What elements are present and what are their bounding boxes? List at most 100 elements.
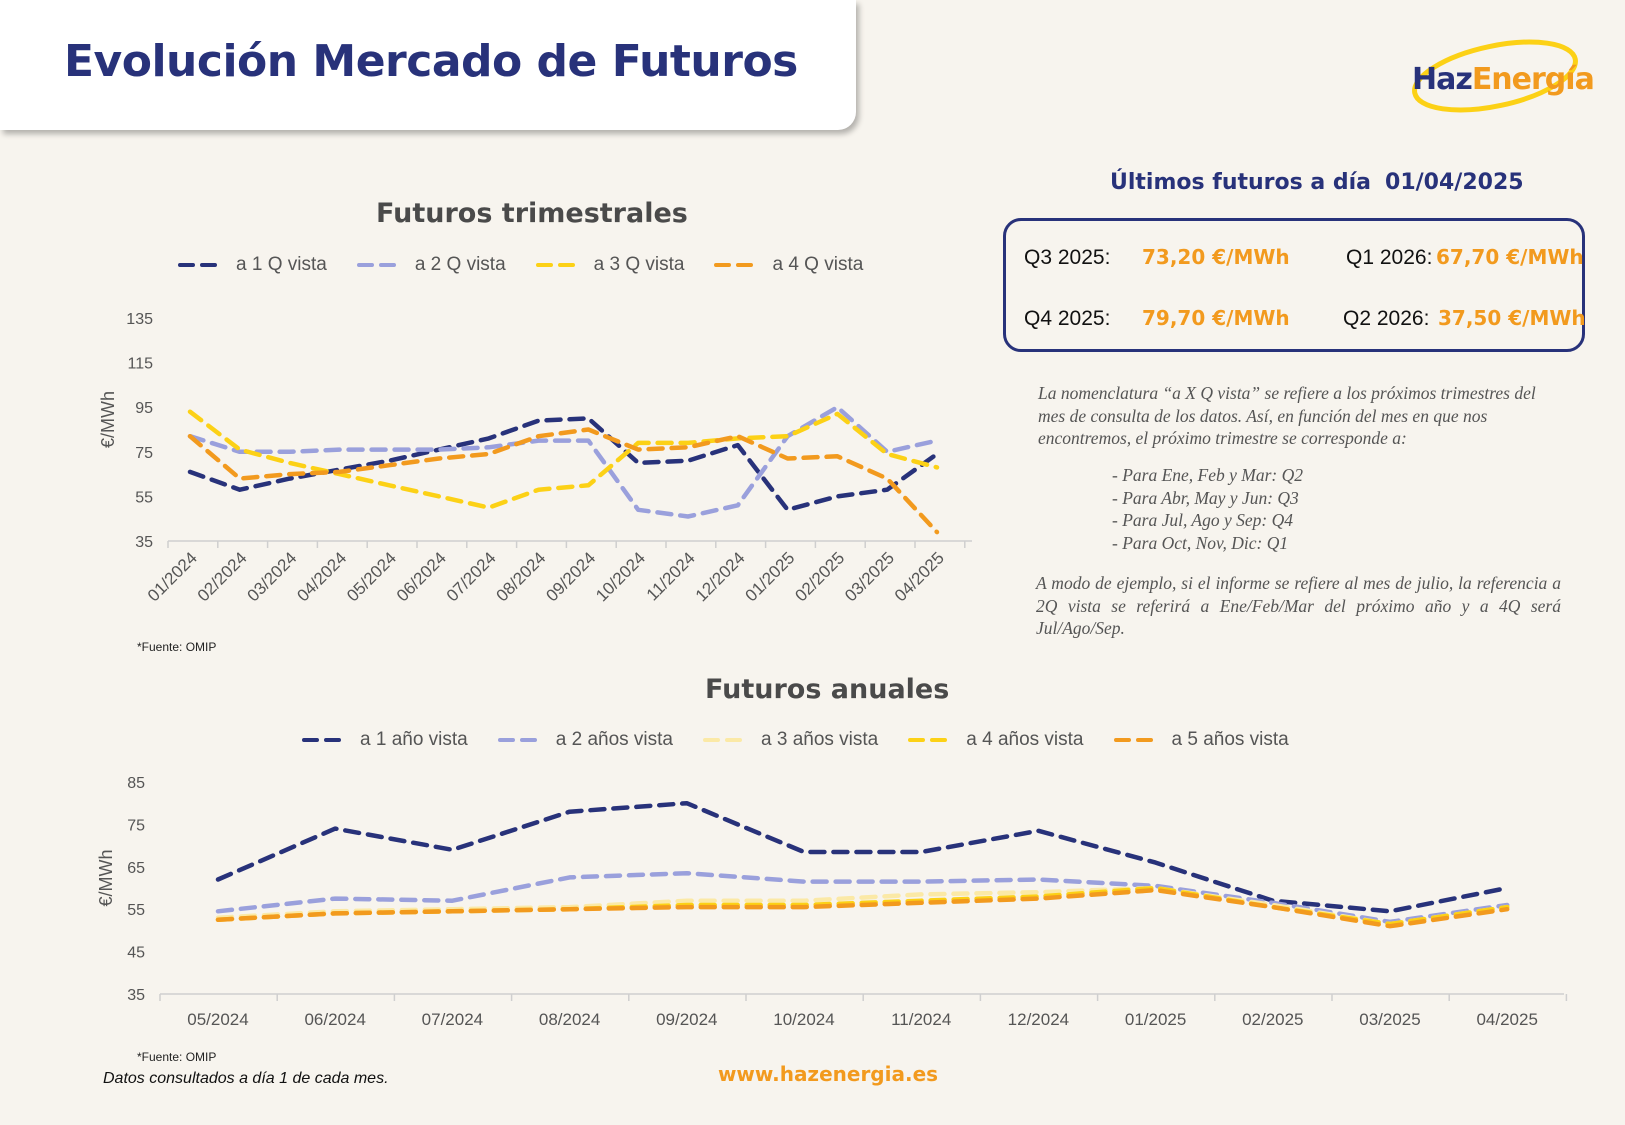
annual-y-tick-label: 35 <box>127 987 145 1004</box>
example-note: A modo de ejemplo, si el informe se refi… <box>1036 573 1561 638</box>
annual-series-a-1-ano-vista <box>215 800 1510 914</box>
quarterly-legend-label: a 2 Q vista <box>414 254 506 275</box>
annual-x-tick-label: 02/2025 <box>1242 1010 1303 1029</box>
annual-legend-swatch <box>302 738 350 742</box>
quarterly-y-axis-label: €/MWh <box>98 391 118 448</box>
quarterly-series-a-2-q-vista <box>187 404 940 519</box>
quarterly-legend-swatch <box>535 263 584 267</box>
q1-2026-value: 67,70 €/MWh <box>1436 245 1584 269</box>
annual-x-tick-label: 07/2024 <box>422 1010 483 1029</box>
quarterly-y-tick-label: 55 <box>135 489 153 506</box>
latest-futures-title: Últimos futuros a día 01/04/2025 <box>1110 170 1524 195</box>
quarterly-y-tick-label: 95 <box>135 400 153 417</box>
annual-legend-label: a 1 año vista <box>360 729 468 750</box>
quarterly-x-tick-label: 04/2025 <box>891 548 948 605</box>
quarterly-series-a-4-q-vista <box>187 427 940 535</box>
quarterly-legend-a-1-q-vista: a 1 Q vista <box>178 254 327 276</box>
footer-note: Datos consultados a día 1 de cada mes. <box>103 1070 389 1087</box>
logo-text-energia: Energía <box>1471 62 1595 97</box>
title-card: Evolución Mercado de Futuros <box>0 0 856 130</box>
annual-x-tick-label: 05/2024 <box>187 1010 248 1029</box>
annual-x-tick-label: 06/2024 <box>304 1010 365 1029</box>
quarterly-legend-label: a 1 Q vista <box>236 254 327 275</box>
quarterly-chart-title: Futuros trimestrales <box>376 198 688 229</box>
bullet-item: - Para Oct, Nov, Dic: Q1 <box>1112 532 1289 553</box>
quarterly-y-tick-label: 115 <box>127 356 153 373</box>
annual-y-tick-label: 65 <box>127 860 145 877</box>
quarterly-source-label: *Fuente: OMIP <box>137 640 217 654</box>
quarterly-legend-swatch <box>178 263 226 267</box>
quarterly-x-tick-label: 02/2024 <box>194 548 251 605</box>
quarterly-x-tick-label: 07/2024 <box>443 548 500 605</box>
q1-2026-label: Q1 2026: <box>1346 246 1433 269</box>
page-title: Evolución Mercado de Futuros <box>64 36 798 87</box>
bullet-item: - Para Jul, Ago y Sep: Q4 <box>1112 510 1293 530</box>
annual-x-tick-label: 12/2024 <box>1008 1010 1069 1029</box>
quarterly-legend-label: a 3 Q vista <box>593 254 685 275</box>
quarter-bullet-list: - Para Ene, Feb y Mar: Q2 - Para Abr, Ma… <box>1112 464 1303 554</box>
brand-logo: HazEnergía <box>1400 36 1595 122</box>
annual-legend-label: a 2 años vista <box>555 729 673 750</box>
quarterly-x-tick-label: 03/2024 <box>244 548 301 605</box>
annual-legend-a-2-anos-vista: a 2 años vista <box>497 729 673 751</box>
annual-legend-a-3-anos-vista: a 3 años vista <box>703 729 878 751</box>
annual-legend-swatch <box>497 738 546 742</box>
logo-text-haz: Haz <box>1412 62 1473 97</box>
annual-legend-a-4-anos-vista: a 4 años vista <box>908 729 1084 751</box>
annual-y-tick-label: 55 <box>127 902 145 919</box>
annual-legend-label: a 4 años vista <box>966 729 1084 750</box>
quarterly-y-tick-label: 135 <box>126 311 153 328</box>
annual-legend-label: a 3 años vista <box>761 729 879 750</box>
website-link[interactable]: www.hazenergia.es <box>717 1062 939 1086</box>
quarterly-x-tick-label: 05/2024 <box>343 548 400 605</box>
annual-x-tick-label: 10/2024 <box>773 1010 834 1029</box>
quarterly-x-tick-label: 02/2025 <box>791 548 848 605</box>
quarterly-x-tick-label: 09/2024 <box>542 548 599 605</box>
q4-2025-value: 79,70 €/MWh <box>1142 306 1290 330</box>
quarterly-x-tick-label: 08/2024 <box>493 548 550 605</box>
quarterly-legend-a-4-q-vista: a 4 Q vista <box>714 254 863 276</box>
quarterly-series-a-3-q-vista <box>187 409 940 510</box>
annual-legend-swatch <box>703 738 751 742</box>
quarterly-legend-swatch <box>714 263 763 267</box>
latest-futures-label: Últimos futuros a día <box>1110 170 1372 195</box>
quarterly-x-tick-label: 04/2024 <box>293 548 350 605</box>
annual-legend-a-1-ano-vista: a 1 año vista <box>302 729 468 751</box>
annual-legend: a 1 año vista a 2 años vista a 3 años vist… <box>302 729 1319 751</box>
quarterly-x-tick-label: 01/2025 <box>742 548 799 605</box>
annual-legend-label: a 5 años vista <box>1171 729 1289 750</box>
annual-x-tick-label: 01/2025 <box>1125 1010 1186 1029</box>
quarterly-legend-swatch <box>356 263 405 267</box>
latest-futures-date: 01/04/2025 <box>1385 170 1524 195</box>
annual-legend-a-5-anos-vista: a 5 años vista <box>1113 729 1289 751</box>
quarterly-legend: a 1 Q vista a 2 Q vista a 3 Q vista a 4 Q v… <box>178 254 893 276</box>
latest-futures-box: Q3 2025: 73,20 €/MWh Q1 2026: 67,70 €/MW… <box>1003 218 1586 352</box>
quarterly-x-tick-label: 06/2024 <box>393 548 450 605</box>
annual-y-tick-label: 85 <box>127 775 145 792</box>
annual-chart-title: Futuros anuales <box>705 674 950 705</box>
annual-x-tick-label: 08/2024 <box>539 1010 600 1029</box>
annual-legend-swatch <box>1113 738 1162 742</box>
nomenclature-note: La nomenclatura “a X Q vista” se refiere… <box>1038 383 1536 448</box>
quarterly-y-tick-label: 75 <box>135 445 153 462</box>
annual-x-tick-label: 03/2025 <box>1359 1010 1420 1029</box>
quarterly-legend-a-3-q-vista: a 3 Q vista <box>535 254 685 276</box>
quarterly-legend-label: a 4 Q vista <box>772 254 864 275</box>
bullet-item: - Para Ene, Feb y Mar: Q2 <box>1112 465 1303 485</box>
annual-y-tick-label: 45 <box>127 945 145 962</box>
quarterly-y-tick-label: 35 <box>135 534 153 551</box>
quarterly-x-tick-label: 01/2024 <box>144 548 201 605</box>
q3-2025-value: 73,20 €/MWh <box>1142 245 1290 269</box>
annual-y-tick-label: 75 <box>127 817 145 834</box>
q2-2026-value: 37,50 €/MWh <box>1438 306 1586 330</box>
quarterly-x-tick-label: 11/2024 <box>643 548 699 604</box>
annual-x-tick-label: 11/2024 <box>891 1010 951 1029</box>
annual-y-axis-label: €/MWh <box>96 849 116 906</box>
q4-2025-label: Q4 2025: <box>1024 307 1111 330</box>
q2-2026-label: Q2 2026: <box>1343 307 1430 330</box>
annual-x-tick-label: 04/2025 <box>1476 1010 1537 1029</box>
annual-series-a-5-anos-vista <box>215 887 1510 929</box>
quarterly-x-tick-label: 03/2025 <box>841 548 898 605</box>
annual-series-a-2-anos-vista <box>215 870 1510 925</box>
